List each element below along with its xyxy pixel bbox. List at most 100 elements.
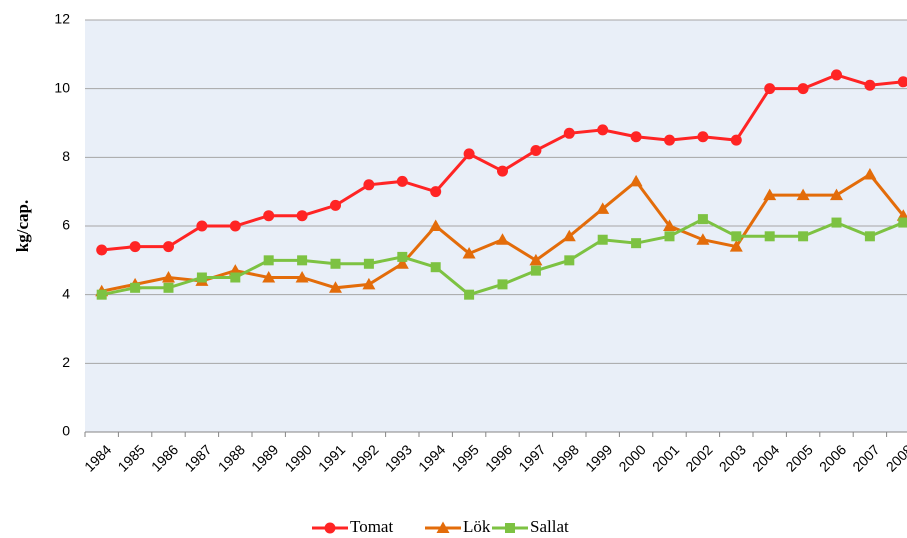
data-point xyxy=(630,131,642,143)
data-point xyxy=(730,134,742,146)
data-point xyxy=(163,282,174,293)
x-tick-label: 2001 xyxy=(649,441,682,474)
data-point xyxy=(464,289,475,300)
data-point xyxy=(597,234,608,245)
data-point xyxy=(530,265,541,276)
data-point xyxy=(697,214,708,225)
data-point xyxy=(864,79,876,91)
data-point xyxy=(864,231,875,242)
x-tick-label: 2008 xyxy=(883,441,907,474)
data-point xyxy=(764,83,776,95)
legend-label: Lök xyxy=(463,517,491,536)
data-point xyxy=(597,124,609,136)
data-point xyxy=(563,127,575,139)
x-tick-label: 2000 xyxy=(615,441,648,474)
x-tick-label: 1997 xyxy=(515,441,548,474)
data-point xyxy=(564,255,575,266)
x-tick-label: 1991 xyxy=(315,441,348,474)
data-point xyxy=(497,165,508,177)
data-point xyxy=(731,231,742,242)
data-point xyxy=(831,217,842,228)
data-point xyxy=(497,279,508,290)
data-point xyxy=(163,241,174,253)
data-point xyxy=(130,282,141,293)
data-point xyxy=(329,281,342,293)
legend-marker xyxy=(324,522,336,534)
data-point xyxy=(664,231,675,242)
data-point xyxy=(295,271,309,283)
legend-marker xyxy=(436,521,450,533)
y-tick-label: 12 xyxy=(54,11,70,27)
legend-label: Sallat xyxy=(530,517,569,536)
data-point xyxy=(362,277,376,290)
data-point xyxy=(663,219,676,231)
x-tick-label: 1995 xyxy=(448,441,481,474)
x-tick-label: 1985 xyxy=(114,441,147,474)
data-point xyxy=(729,240,743,252)
data-point xyxy=(363,179,375,191)
x-tick-label: 1999 xyxy=(582,441,615,474)
data-point xyxy=(462,246,476,259)
data-point xyxy=(596,202,610,214)
data-point xyxy=(263,210,275,222)
data-point xyxy=(631,238,642,249)
data-point xyxy=(96,244,108,256)
data-point xyxy=(162,271,175,283)
data-point xyxy=(796,188,810,201)
data-point xyxy=(697,131,709,143)
data-point xyxy=(396,175,408,187)
y-tick-label: 8 xyxy=(62,148,70,164)
data-point xyxy=(196,272,207,283)
data-point xyxy=(764,231,775,242)
y-tick-label: 6 xyxy=(62,217,70,233)
data-point xyxy=(798,231,809,242)
data-point xyxy=(363,258,374,269)
x-tick-label: 1994 xyxy=(415,441,448,474)
data-point xyxy=(230,272,241,283)
x-tick-label: 1990 xyxy=(281,441,314,474)
y-tick-label: 0 xyxy=(62,423,70,439)
x-tick-label: 1986 xyxy=(148,441,181,474)
x-tick-label: 2007 xyxy=(849,441,882,474)
x-tick-label: 1988 xyxy=(215,441,248,474)
x-tick-label: 2006 xyxy=(816,441,849,474)
data-point xyxy=(262,271,276,283)
data-point xyxy=(96,289,107,300)
data-point xyxy=(330,199,341,211)
data-point xyxy=(831,69,842,81)
data-point xyxy=(463,148,475,160)
data-point xyxy=(562,229,576,242)
data-point xyxy=(330,258,341,269)
x-tick-label: 2004 xyxy=(749,441,782,474)
data-point xyxy=(898,217,907,228)
data-point xyxy=(763,188,777,201)
y-axis-label: kg/cap. xyxy=(13,200,32,252)
y-tick-label: 2 xyxy=(62,354,70,370)
data-point xyxy=(229,220,241,232)
data-point xyxy=(395,257,409,269)
data-point xyxy=(430,186,442,198)
data-point xyxy=(863,168,877,180)
x-tick-label: 1998 xyxy=(549,441,582,474)
y-tick-label: 10 xyxy=(54,79,70,95)
x-tick-label: 1984 xyxy=(81,441,114,474)
data-point xyxy=(297,255,308,266)
data-point xyxy=(430,262,441,273)
x-tick-label: 1993 xyxy=(382,441,415,474)
x-tick-label: 1992 xyxy=(348,441,381,474)
x-tick-label: 2003 xyxy=(716,441,749,474)
data-point xyxy=(496,233,509,245)
data-point xyxy=(830,188,843,201)
x-tick-label: 1996 xyxy=(482,441,515,474)
data-point xyxy=(397,251,408,262)
x-tick-label: 2005 xyxy=(782,441,815,474)
data-point xyxy=(530,144,542,156)
data-point xyxy=(897,76,907,88)
legend-marker xyxy=(505,523,515,533)
data-point xyxy=(629,174,643,187)
x-tick-label: 1989 xyxy=(248,441,281,474)
y-tick-label: 4 xyxy=(62,285,70,301)
data-point xyxy=(696,233,710,245)
data-point xyxy=(129,241,141,253)
